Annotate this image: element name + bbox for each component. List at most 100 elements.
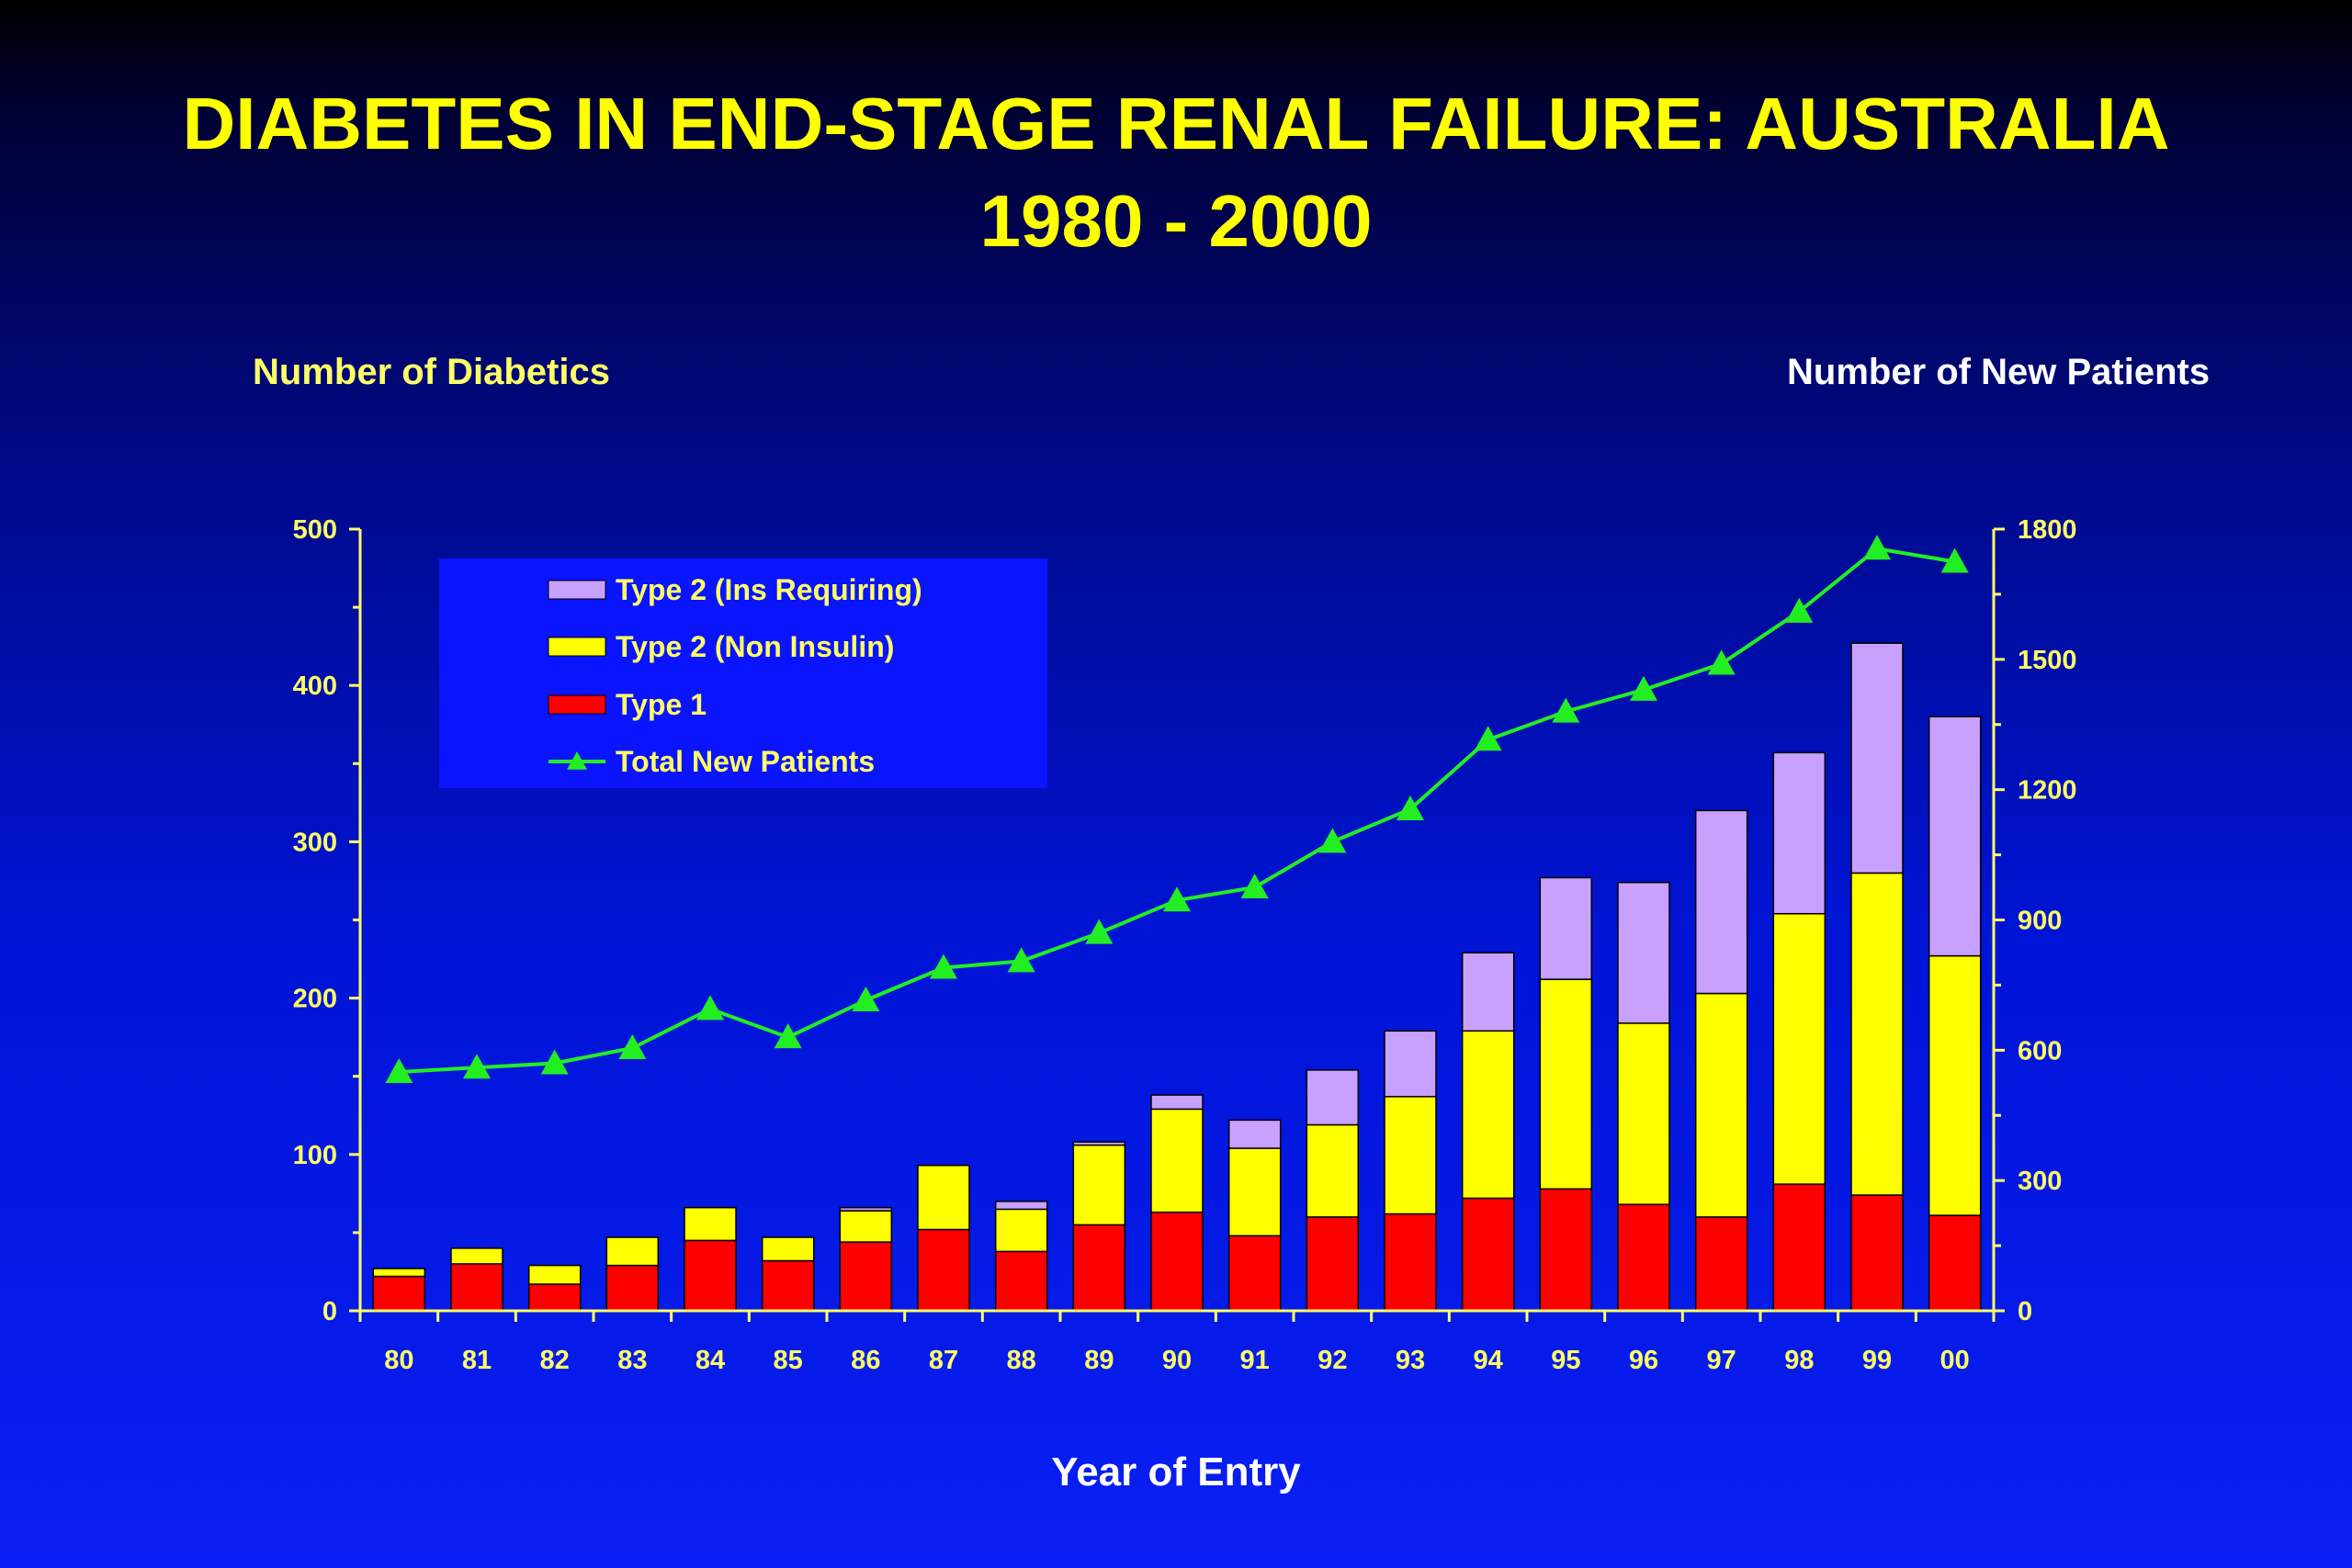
bar-type2-non-insulin-85 xyxy=(761,1236,815,1262)
bar-type2-ins-requiring-97 xyxy=(1694,809,1748,995)
chart-title-line2: 1980 - 2000 xyxy=(979,180,1373,262)
point-total-86 xyxy=(852,986,880,1011)
point-total-90 xyxy=(1163,886,1191,912)
bar-type1-99 xyxy=(1850,1194,1904,1312)
point-total-94 xyxy=(1474,726,1502,751)
bar-type2-ins-requiring-93 xyxy=(1384,1030,1437,1098)
y-tick-label-right-1200: 1200 xyxy=(2018,776,2077,806)
y-tick-label-left-0: 0 xyxy=(322,1297,337,1326)
bar-type2-non-insulin-90 xyxy=(1150,1108,1204,1213)
point-total-93 xyxy=(1396,795,1424,820)
bar-type2-non-insulin-81 xyxy=(450,1247,503,1265)
legend-swatch-type-2-ins-requiring xyxy=(548,580,606,600)
point-total-85 xyxy=(774,1023,802,1049)
y-tick-label-left-300: 300 xyxy=(293,828,337,857)
point-total-84 xyxy=(696,995,724,1021)
point-total-87 xyxy=(930,953,957,979)
legend-label-type-2-non-insulin: Type 2 (Non Insulin) xyxy=(616,630,894,663)
x-tick-label-90: 90 xyxy=(1162,1346,1192,1375)
x-tick-label-82: 82 xyxy=(540,1346,570,1375)
bar-type2-ins-requiring-95 xyxy=(1539,876,1593,980)
bar-type2-ins-requiring-00 xyxy=(1928,716,1982,957)
axes-layer: 0 100 200 300 400 500 0 300 600 900 1200 1500 1800 80… xyxy=(293,515,2077,1375)
y-axis-title-left: Number of Diabetics xyxy=(253,352,610,392)
bar-type1-88 xyxy=(994,1250,1048,1312)
point-total-82 xyxy=(540,1049,569,1075)
bar-type2-non-insulin-83 xyxy=(605,1236,660,1267)
x-tick-label-89: 89 xyxy=(1084,1346,1114,1375)
chart-title: DIABETES IN END-STAGE RENAL FAILURE: AUS… xyxy=(0,75,2352,270)
legend-box xyxy=(439,558,1047,788)
x-tick-label-84: 84 xyxy=(695,1346,725,1375)
bar-type2-non-insulin-00 xyxy=(1928,954,1982,1216)
bar-type1-98 xyxy=(1772,1183,1826,1312)
bar-layer xyxy=(372,642,1982,1312)
bar-type1-82 xyxy=(527,1283,582,1312)
chart-title-line1: DIABETES IN END-STAGE RENAL FAILURE: AUS… xyxy=(182,83,2170,164)
x-tick-label-00: 00 xyxy=(1940,1346,1970,1375)
bar-type2-non-insulin-80 xyxy=(372,1268,426,1278)
x-axis-title: Year of Entry xyxy=(1051,1450,1301,1495)
bar-type1-86 xyxy=(839,1241,893,1312)
y-tick-label-left-400: 400 xyxy=(293,671,337,701)
bar-type2-ins-requiring-88 xyxy=(994,1201,1048,1211)
bar-type1-93 xyxy=(1384,1213,1437,1312)
legend-label-type-2-ins-requiring: Type 2 (Ins Requiring) xyxy=(616,573,922,606)
legend-swatch-type-2-non-insulin xyxy=(548,637,606,657)
point-total-89 xyxy=(1085,919,1114,944)
bar-type2-non-insulin-99 xyxy=(1850,872,1904,1196)
point-total-81 xyxy=(463,1054,491,1079)
bar-type2-non-insulin-88 xyxy=(994,1208,1048,1253)
y-axis-title-right: Number of New Patients xyxy=(1787,352,2211,392)
x-tick-label-81: 81 xyxy=(462,1346,492,1375)
x-tick-label-98: 98 xyxy=(1784,1346,1814,1375)
x-tick-label-87: 87 xyxy=(929,1346,958,1375)
bar-type1-00 xyxy=(1928,1214,1982,1312)
bar-type2-ins-requiring-89 xyxy=(1072,1141,1126,1146)
bar-type2-non-insulin-94 xyxy=(1461,1030,1515,1200)
point-total-98 xyxy=(1785,597,1814,623)
bar-type1-92 xyxy=(1306,1216,1360,1312)
point-total-95 xyxy=(1552,697,1580,723)
bar-type1-97 xyxy=(1694,1216,1748,1312)
bar-type1-94 xyxy=(1461,1197,1515,1312)
y-tick-label-right-0: 0 xyxy=(2018,1297,2032,1326)
bar-type2-non-insulin-98 xyxy=(1772,912,1826,1185)
bar-type2-non-insulin-84 xyxy=(684,1206,737,1242)
bar-type1-83 xyxy=(605,1264,660,1312)
y-tick-label-left-100: 100 xyxy=(293,1141,337,1170)
x-tick-label-85: 85 xyxy=(774,1346,803,1375)
point-total-92 xyxy=(1318,828,1347,853)
x-tick-label-93: 93 xyxy=(1396,1346,1425,1375)
bar-type1-84 xyxy=(684,1239,737,1312)
x-tick-label-86: 86 xyxy=(851,1346,880,1375)
bar-type2-non-insulin-97 xyxy=(1694,992,1748,1218)
bar-type1-90 xyxy=(1150,1212,1204,1312)
bar-type2-ins-requiring-98 xyxy=(1772,751,1826,915)
bar-type2-non-insulin-82 xyxy=(527,1264,582,1285)
point-total-80 xyxy=(385,1057,413,1083)
x-tick-label-97: 97 xyxy=(1707,1346,1736,1375)
y-tick-label-left-500: 500 xyxy=(293,515,337,545)
bar-type1-87 xyxy=(917,1228,970,1312)
bar-type1-85 xyxy=(761,1259,815,1312)
y-tick-label-right-900: 900 xyxy=(2018,907,2062,936)
x-tick-label-96: 96 xyxy=(1629,1346,1658,1375)
bar-type2-non-insulin-87 xyxy=(917,1164,970,1231)
point-total-99 xyxy=(1863,535,1891,560)
x-tick-label-80: 80 xyxy=(384,1346,413,1375)
bar-type2-non-insulin-92 xyxy=(1306,1123,1360,1218)
y-tick-label-right-300: 300 xyxy=(2018,1167,2062,1196)
bar-type1-95 xyxy=(1539,1188,1593,1312)
bar-type1-80 xyxy=(372,1275,426,1312)
bar-type1-91 xyxy=(1227,1235,1282,1312)
x-tick-label-88: 88 xyxy=(1007,1346,1036,1375)
bar-type2-ins-requiring-90 xyxy=(1150,1094,1204,1111)
bar-type1-89 xyxy=(1072,1224,1126,1312)
legend-label-total-new-patients: Total New Patients xyxy=(616,745,875,778)
line-layer xyxy=(385,535,1969,1083)
bar-type2-ins-requiring-86 xyxy=(839,1206,893,1212)
bar-type2-non-insulin-93 xyxy=(1384,1096,1437,1215)
y-tick-label-left-200: 200 xyxy=(293,985,337,1014)
